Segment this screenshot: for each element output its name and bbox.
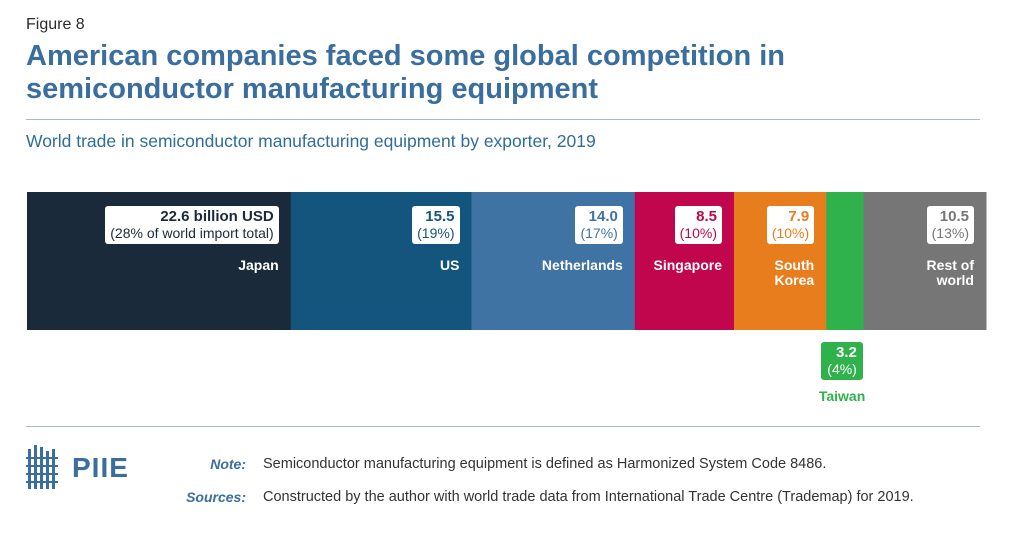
category-label-netherlands: Netherlands bbox=[541, 257, 623, 273]
footer-divider bbox=[26, 426, 980, 427]
title-divider bbox=[26, 119, 980, 120]
value-label-us: 15.5 bbox=[425, 208, 455, 225]
value-label-japan: 22.6 billion USD bbox=[160, 208, 274, 225]
share-label-netherlands: (17%) bbox=[580, 225, 618, 241]
value-box-netherlands: 14.0 (17%) bbox=[575, 206, 623, 244]
sources-label: Sources: bbox=[186, 489, 246, 505]
sources-text: Constructed by the author with world tra… bbox=[263, 489, 914, 505]
category-label-south-korea: South Korea bbox=[774, 257, 815, 288]
category-label-rest-of-world: Rest of world bbox=[926, 257, 974, 288]
note-text: Semiconductor manufacturing equipment is… bbox=[263, 456, 827, 472]
value-box-japan: 22.6 billion USD (28% of world import tot… bbox=[105, 206, 279, 244]
value-label-south-korea: 7.9 bbox=[788, 208, 810, 225]
share-label-japan: (28% of world import total) bbox=[110, 225, 274, 241]
chart-title: American companies faced some global com… bbox=[26, 40, 786, 105]
value-label-netherlands: 14.0 bbox=[588, 208, 618, 225]
category-label-japan: Japan bbox=[238, 257, 279, 273]
value-box-rest-of-world: 10.5 (13%) bbox=[926, 206, 974, 244]
note-label: Note: bbox=[210, 456, 246, 472]
share-label-singapore: (10%) bbox=[679, 225, 717, 241]
share-label-south-korea: (10%) bbox=[771, 225, 810, 241]
share-label-us: (19%) bbox=[417, 225, 455, 241]
chart-subtitle: World trade in semiconductor manufacturi… bbox=[26, 131, 596, 151]
value-box-taiwan: 3.2 (4%) bbox=[821, 342, 863, 380]
bar-segment-taiwan bbox=[826, 192, 864, 330]
value-box-south-korea: 7.9 (10%) bbox=[766, 206, 815, 244]
category-label-us: US bbox=[440, 257, 460, 273]
value-box-us: 15.5 (19%) bbox=[412, 206, 460, 244]
value-label-singapore: 8.5 bbox=[696, 208, 717, 225]
category-label-taiwan: Taiwan bbox=[818, 388, 866, 404]
value-box-singapore: 8.5 (10%) bbox=[674, 206, 722, 244]
value-label-taiwan: 3.2 bbox=[835, 344, 857, 361]
category-label-singapore: Singapore bbox=[653, 257, 722, 273]
building-grid-icon bbox=[26, 445, 58, 489]
figure-label: Figure 8 bbox=[26, 16, 85, 33]
logo-text: PIIE bbox=[72, 452, 129, 483]
share-label-taiwan: (4%) bbox=[827, 361, 857, 377]
value-label-rest-of-world: 10.5 bbox=[939, 208, 969, 225]
share-label-rest-of-world: (13%) bbox=[931, 225, 969, 241]
